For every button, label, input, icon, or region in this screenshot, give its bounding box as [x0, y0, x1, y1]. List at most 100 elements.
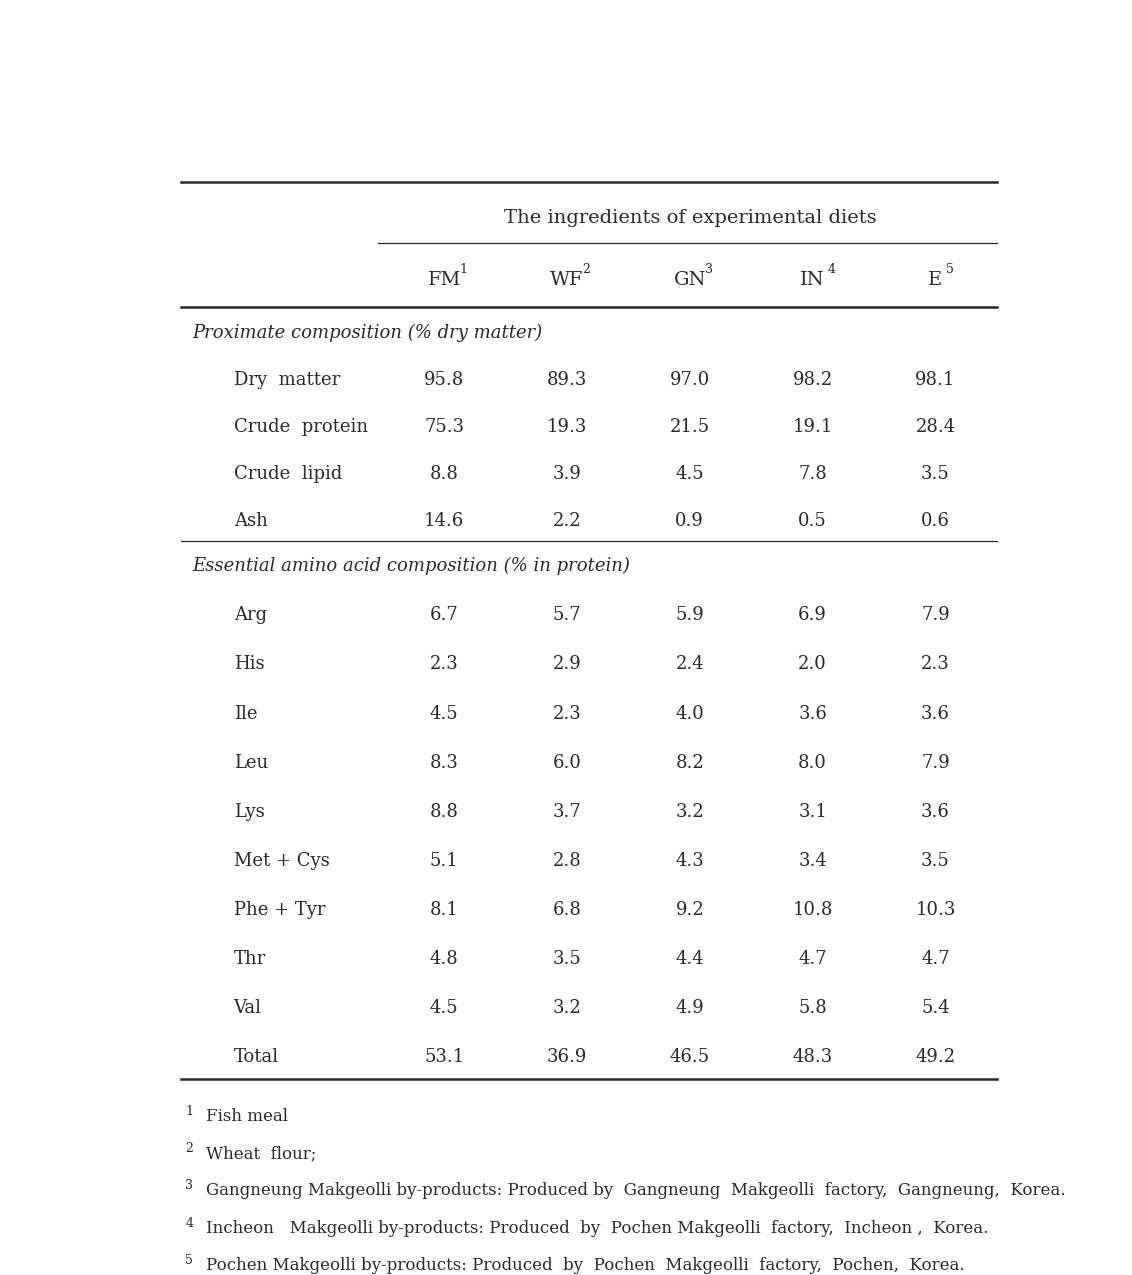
Text: 4.8: 4.8	[430, 950, 458, 968]
Text: 7.8: 7.8	[798, 465, 827, 483]
Text: Crude  protein: Crude protein	[233, 418, 368, 436]
Text: 2.3: 2.3	[552, 705, 582, 723]
Text: 6.8: 6.8	[552, 901, 582, 919]
Text: 5.1: 5.1	[430, 852, 458, 870]
Text: 7.9: 7.9	[921, 754, 950, 771]
Text: 95.8: 95.8	[424, 371, 464, 389]
Text: 3.6: 3.6	[921, 705, 950, 723]
Text: 6.9: 6.9	[798, 607, 827, 625]
Text: 46.5: 46.5	[670, 1048, 710, 1066]
Text: 98.1: 98.1	[916, 371, 955, 389]
Text: 6.7: 6.7	[430, 607, 458, 625]
Text: 5: 5	[946, 264, 954, 277]
Text: His: His	[233, 655, 264, 673]
Text: 3.6: 3.6	[798, 705, 827, 723]
Text: 4.0: 4.0	[676, 705, 704, 723]
Text: 2.8: 2.8	[552, 852, 582, 870]
Text: 3.2: 3.2	[552, 1000, 582, 1017]
Text: 48.3: 48.3	[792, 1048, 833, 1066]
Text: Phe + Tyr: Phe + Tyr	[233, 901, 325, 919]
Text: 49.2: 49.2	[916, 1048, 955, 1066]
Text: 4.7: 4.7	[921, 950, 950, 968]
Text: 3: 3	[186, 1179, 194, 1192]
Text: 3.5: 3.5	[552, 950, 582, 968]
Text: 8.3: 8.3	[430, 754, 458, 771]
Text: 3.9: 3.9	[552, 465, 582, 483]
Text: Total: Total	[233, 1048, 278, 1066]
Text: 4.5: 4.5	[430, 705, 458, 723]
Text: 4.4: 4.4	[676, 950, 704, 968]
Text: 21.5: 21.5	[670, 418, 710, 436]
Text: Wheat  flour;: Wheat flour;	[206, 1145, 316, 1162]
Text: 8.1: 8.1	[430, 901, 458, 919]
Text: IN: IN	[800, 270, 825, 288]
Text: Fish meal: Fish meal	[206, 1108, 288, 1125]
Text: 0.6: 0.6	[921, 513, 950, 530]
Text: 2: 2	[582, 264, 590, 277]
Text: 5.9: 5.9	[676, 607, 704, 625]
Text: Leu: Leu	[233, 754, 268, 771]
Text: 3.2: 3.2	[676, 803, 704, 821]
Text: E: E	[928, 270, 943, 288]
Text: 6.0: 6.0	[552, 754, 582, 771]
Text: 19.1: 19.1	[792, 418, 833, 436]
Text: 53.1: 53.1	[424, 1048, 464, 1066]
Text: Essential amino acid composition (% in protein): Essential amino acid composition (% in p…	[192, 557, 631, 575]
Text: 4.5: 4.5	[676, 465, 704, 483]
Text: Crude  lipid: Crude lipid	[233, 465, 342, 483]
Text: 2.0: 2.0	[798, 655, 827, 673]
Text: Ash: Ash	[233, 513, 267, 530]
Text: 36.9: 36.9	[547, 1048, 588, 1066]
Text: 8.2: 8.2	[676, 754, 704, 771]
Text: Incheon   Makgeolli by-products: Produced  by  Pochen Makgeolli  factory,  Inche: Incheon Makgeolli by-products: Produced …	[206, 1219, 988, 1237]
Text: 3.5: 3.5	[921, 465, 950, 483]
Text: 97.0: 97.0	[670, 371, 710, 389]
Text: Met + Cys: Met + Cys	[233, 852, 329, 870]
Text: 2.4: 2.4	[676, 655, 704, 673]
Text: 7.9: 7.9	[921, 607, 950, 625]
Text: Gangneung Makgeolli by-products: Produced by  Gangneung  Makgeolli  factory,  Ga: Gangneung Makgeolli by-products: Produce…	[206, 1182, 1065, 1200]
Text: 3.1: 3.1	[798, 803, 827, 821]
Text: 75.3: 75.3	[424, 418, 464, 436]
Text: 4.5: 4.5	[430, 1000, 458, 1017]
Text: 98.2: 98.2	[792, 371, 833, 389]
Text: 3: 3	[705, 264, 713, 277]
Text: 2.2: 2.2	[552, 513, 582, 530]
Text: 3.4: 3.4	[798, 852, 827, 870]
Text: 3.7: 3.7	[552, 803, 582, 821]
Text: 3.6: 3.6	[921, 803, 950, 821]
Text: 8.0: 8.0	[798, 754, 827, 771]
Text: 2.3: 2.3	[430, 655, 458, 673]
Text: Thr: Thr	[233, 950, 266, 968]
Text: The ingredients of experimental diets: The ingredients of experimental diets	[504, 209, 876, 227]
Text: 9.2: 9.2	[676, 901, 704, 919]
Text: 14.6: 14.6	[424, 513, 464, 530]
Text: 4.9: 4.9	[676, 1000, 704, 1017]
Text: GN: GN	[674, 270, 706, 288]
Text: 0.9: 0.9	[676, 513, 704, 530]
Text: 5.4: 5.4	[921, 1000, 950, 1017]
Text: 89.3: 89.3	[547, 371, 588, 389]
Text: Arg: Arg	[233, 607, 267, 625]
Text: 1: 1	[186, 1104, 194, 1118]
Text: Proximate composition (% dry matter): Proximate composition (% dry matter)	[192, 324, 542, 342]
Text: FM: FM	[428, 270, 461, 288]
Text: 4: 4	[827, 264, 835, 277]
Text: WF: WF	[550, 270, 584, 288]
Text: 3.5: 3.5	[921, 852, 950, 870]
Text: 28.4: 28.4	[916, 418, 955, 436]
Text: 1: 1	[460, 264, 468, 277]
Text: Pochen Makgeolli by-products: Produced  by  Pochen  Makgeolli  factory,  Pochen,: Pochen Makgeolli by-products: Produced b…	[206, 1257, 964, 1274]
Text: 2: 2	[186, 1142, 194, 1155]
Text: 4.7: 4.7	[798, 950, 827, 968]
Text: 5.8: 5.8	[798, 1000, 827, 1017]
Text: 8.8: 8.8	[430, 465, 458, 483]
Text: 5.7: 5.7	[552, 607, 582, 625]
Text: 10.3: 10.3	[916, 901, 955, 919]
Text: Lys: Lys	[233, 803, 265, 821]
Text: 4.3: 4.3	[676, 852, 704, 870]
Text: Ile: Ile	[233, 705, 257, 723]
Text: 2.3: 2.3	[921, 655, 950, 673]
Text: 4: 4	[186, 1216, 194, 1229]
Text: 2.9: 2.9	[552, 655, 582, 673]
